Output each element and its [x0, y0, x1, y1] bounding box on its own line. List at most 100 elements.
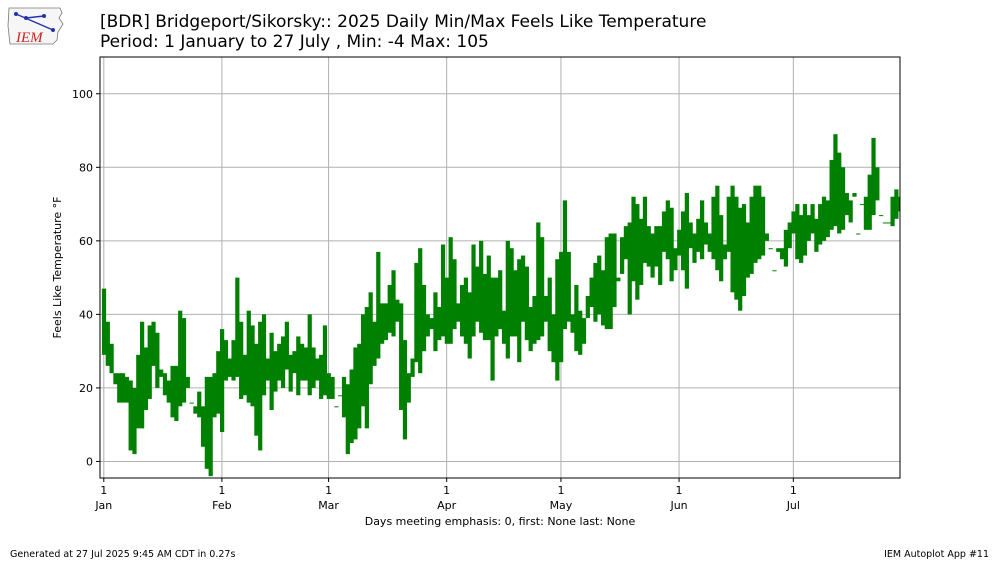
temperature-range-bar — [303, 347, 309, 381]
x-tick-day-label: 1 — [790, 484, 797, 497]
temperature-range-bar — [688, 222, 693, 249]
temperature-range-bar — [940, 167, 944, 193]
temperature-range-bar — [140, 321, 145, 429]
temperature-range-bar — [570, 314, 575, 333]
temperature-range-bar — [437, 307, 442, 341]
temperature-range-bar — [479, 240, 484, 333]
temperature-range-bar — [890, 196, 895, 227]
temperature-range-bar — [780, 248, 785, 260]
temperature-range-bar — [658, 226, 663, 285]
temperature-range-bar — [944, 131, 948, 186]
temperature-range-bar — [395, 299, 400, 322]
generated-timestamp: Generated at 27 Jul 2025 9:45 AM CDT in … — [10, 549, 236, 560]
temperature-range-bar — [867, 174, 872, 230]
temperature-range-bar — [391, 270, 396, 337]
temperature-range-bar — [863, 196, 869, 230]
temperature-range-bar — [753, 185, 758, 263]
temperature-range-bar — [250, 325, 255, 407]
temperature-range-bar — [818, 204, 823, 245]
temperature-range-bar — [574, 284, 579, 352]
temperature-range-bar — [707, 233, 712, 252]
temperature-range-bar — [764, 233, 769, 241]
network-node — [24, 16, 28, 20]
temperature-range-bar — [532, 295, 537, 344]
temperature-range-bar — [978, 86, 982, 189]
temperature-range-bar — [696, 218, 701, 252]
y-tick-label: 100 — [72, 88, 93, 101]
temperature-range-bar — [711, 196, 716, 260]
temperature-range-bar — [155, 332, 160, 388]
temperature-range-bar — [543, 295, 549, 322]
temperature-range-bar — [216, 351, 221, 414]
temperature-range-bar — [665, 200, 670, 260]
temperature-range-bar — [345, 384, 350, 455]
temperature-range-bar — [181, 318, 187, 403]
x-tick-day-label: 1 — [557, 484, 564, 497]
temperature-range-bar — [524, 266, 529, 341]
temperature-range-bar — [913, 160, 917, 219]
temperature-range-bar — [738, 207, 743, 311]
y-tick-label: 80 — [79, 161, 93, 174]
temperature-range-bar — [627, 222, 632, 315]
temperature-range-bar — [440, 244, 446, 337]
temperature-range-bar — [783, 229, 789, 267]
temperature-range-bar — [829, 159, 834, 230]
temperature-range-bar — [970, 134, 974, 208]
temperature-range-bar — [448, 237, 453, 344]
temperature-range-bar — [680, 211, 686, 271]
network-line — [15, 13, 54, 31]
temperature-range-bar — [898, 196, 900, 212]
iem-logo: IEM — [6, 4, 66, 48]
temperature-range-bar — [376, 251, 381, 359]
temperature-range-bar — [307, 314, 312, 396]
temperature-range-bar — [910, 160, 914, 204]
temperature-range-bar — [559, 251, 564, 363]
temperature-range-bar — [528, 307, 533, 352]
temperature-range-bar — [757, 185, 762, 260]
network-node — [42, 14, 46, 18]
temperature-range-bar — [955, 105, 959, 212]
temperature-range-bar — [795, 204, 800, 260]
temperature-range-bar — [501, 310, 507, 344]
temperature-range-bar — [654, 226, 659, 267]
temperature-range-bar — [677, 229, 682, 256]
temperature-range-bar — [136, 354, 141, 429]
temperature-range-bar — [787, 222, 792, 249]
x-tick-month-label: Jul — [786, 499, 800, 512]
temperature-range-bar — [425, 314, 430, 337]
network-node — [51, 28, 55, 32]
temperature-range-bar — [338, 395, 343, 397]
network-line — [25, 15, 45, 19]
x-tick-month-label: Jun — [669, 499, 687, 512]
temperature-range-bar — [490, 277, 495, 381]
temperature-range-bar — [124, 376, 129, 403]
temperature-range-bar — [600, 270, 606, 326]
temperature-range-bar — [410, 358, 415, 377]
temperature-range-bar — [132, 387, 137, 455]
temperature-range-bar — [982, 131, 986, 201]
temperature-range-bar — [593, 262, 598, 322]
temperature-range-bar — [929, 97, 933, 196]
temperature-range-bar — [120, 373, 126, 403]
temperature-range-bar — [200, 406, 206, 447]
temperature-range-bar — [277, 343, 282, 381]
temperature-range-bar — [513, 270, 518, 337]
temperature-range-bar — [143, 347, 149, 410]
temperature-range-bar — [589, 277, 594, 308]
temperature-range-bar — [848, 200, 853, 223]
temperature-range-bar — [174, 365, 179, 422]
temperature-range-bar — [246, 310, 251, 403]
temperature-range-bar — [166, 380, 171, 403]
temperature-range-bar — [642, 196, 648, 263]
temperature-range-bar — [418, 248, 423, 374]
temperature-range-bar — [700, 200, 705, 260]
temperature-range-bar — [951, 134, 955, 204]
temperature-range-bar — [292, 351, 297, 374]
plot-frame — [99, 56, 901, 479]
temperature-range-bar — [760, 196, 766, 256]
temperature-range-bar — [128, 380, 133, 451]
temperature-range-bar — [406, 373, 411, 403]
temperature-range-bar — [170, 365, 175, 418]
temperature-range-bar — [802, 204, 808, 256]
temperature-range-bar — [631, 196, 636, 282]
